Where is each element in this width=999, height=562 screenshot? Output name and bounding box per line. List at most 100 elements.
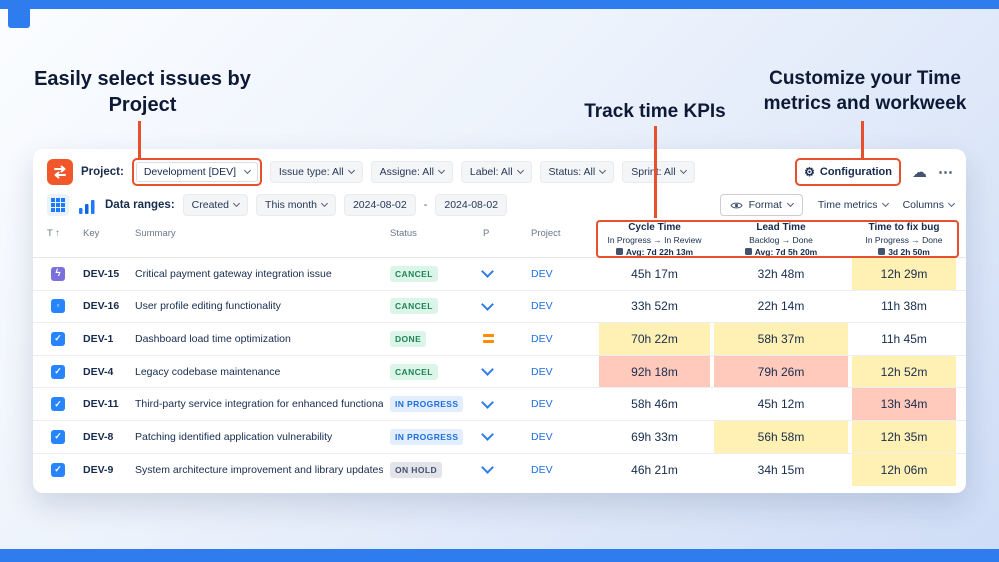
- chevron-down-icon: [599, 166, 607, 175]
- chart-view-icon[interactable]: [77, 195, 97, 215]
- lead-time-cell: 32h 48m: [712, 258, 850, 290]
- calendar-icon: [744, 248, 752, 255]
- filter-label: Label: All: [469, 166, 513, 178]
- gear-icon: ⚙: [804, 165, 815, 179]
- status-badge: IN PROGRESS: [390, 396, 464, 413]
- filter-assignee[interactable]: Assigne: All: [370, 161, 453, 183]
- top-accent-bar: [0, 0, 999, 9]
- table-row[interactable]: ϟ DEV-15 Critical payment gateway integr…: [33, 258, 966, 291]
- issue-summary[interactable]: Third-party service integration for enha…: [135, 398, 383, 411]
- calendar-icon: [878, 248, 886, 255]
- chevron-down-icon: [320, 199, 329, 208]
- cycle-time-cell: 46h 21m: [597, 453, 712, 487]
- issue-type-icon: ✓: [51, 397, 65, 412]
- issue-summary[interactable]: Legacy codebase maintenance: [135, 365, 281, 378]
- cloud-sync-icon[interactable]: ☁: [912, 163, 927, 181]
- date-to-field[interactable]: 2024-08-02: [435, 194, 508, 216]
- chevron-down-icon: [786, 199, 794, 208]
- period-dropdown[interactable]: This month: [256, 194, 336, 216]
- table-body: ϟ DEV-15 Critical payment gateway integr…: [33, 258, 966, 487]
- issue-summary[interactable]: User profile editing functionality: [135, 300, 281, 313]
- header-summary[interactable]: Summary: [135, 228, 176, 239]
- metric-subtitle: In Progress → In Review: [607, 234, 702, 245]
- header-lead-time[interactable]: Lead Time Backlog → Done Avg: 7d 5h 20m: [712, 221, 850, 257]
- more-menu-button[interactable]: ⋯: [938, 164, 954, 181]
- issue-key[interactable]: DEV-11: [83, 398, 119, 411]
- status-badge: CANCEL: [390, 265, 438, 282]
- status-badge: IN PROGRESS: [390, 428, 464, 445]
- table-row[interactable]: ▫ DEV-16 User profile editing functional…: [33, 290, 966, 324]
- lead-time-cell: 34h 15m: [712, 453, 850, 487]
- date-range-separator: -: [423, 199, 428, 211]
- issue-key[interactable]: DEV-1: [83, 332, 114, 345]
- header-type-sort[interactable]: T ↑: [47, 228, 61, 239]
- project-dropdown-highlight: Development [DEV]: [131, 158, 262, 186]
- annotation-line-right: [861, 121, 864, 158]
- project-link[interactable]: DEV: [531, 267, 553, 280]
- issue-summary[interactable]: Critical payment gateway integration iss…: [135, 267, 332, 280]
- time-to-fix-cell: 12h 52m: [850, 355, 958, 388]
- project-link[interactable]: DEV: [531, 463, 553, 476]
- project-link[interactable]: DEV: [531, 300, 553, 313]
- issue-key[interactable]: DEV-4: [83, 365, 114, 378]
- issue-key[interactable]: DEV-9: [83, 463, 114, 476]
- metric-headers-highlight: Cycle Time In Progress → In Review Avg: …: [596, 220, 959, 258]
- project-link[interactable]: DEV: [531, 398, 553, 411]
- header-key[interactable]: Key: [83, 228, 100, 239]
- issue-summary[interactable]: Patching identified application vulnerab…: [135, 430, 333, 443]
- date-from-field[interactable]: 2024-08-02: [343, 194, 416, 216]
- time-metrics-dropdown[interactable]: Time metrics: [818, 199, 889, 211]
- chevron-down-icon: [243, 166, 251, 175]
- issue-key[interactable]: DEV-8: [83, 430, 114, 443]
- annotation-track-kpis: Track time KPIs: [584, 101, 726, 122]
- calendar-icon: [615, 248, 623, 255]
- project-link[interactable]: DEV: [531, 332, 553, 345]
- issue-summary[interactable]: Dashboard load time optimization: [135, 332, 291, 345]
- filter-sprint[interactable]: Sprint: All: [622, 161, 695, 183]
- project-dropdown[interactable]: Development [DEV]: [135, 162, 258, 182]
- grid-view-icon[interactable]: [47, 194, 69, 216]
- cycle-time-cell: 58h 46m: [597, 388, 712, 420]
- lead-time-cell: 56h 58m: [712, 420, 850, 453]
- issue-key[interactable]: DEV-15: [83, 267, 120, 280]
- table-row[interactable]: ✓ DEV-11 Third-party service integration…: [33, 388, 966, 421]
- metric-avg: Avg: 7d 5h 20m: [754, 246, 818, 257]
- table-row[interactable]: ✓ DEV-1 Dashboard load time optimization…: [33, 323, 966, 356]
- annotation-select-issues: Easily select issues by Project: [34, 68, 251, 117]
- header-priority[interactable]: P: [483, 228, 490, 239]
- table-row[interactable]: ✓ DEV-8 Patching identified application …: [33, 420, 966, 454]
- header-project[interactable]: Project: [531, 228, 561, 239]
- filter-status[interactable]: Status: All: [539, 161, 615, 183]
- metric-avg: Avg: 7d 22h 13m: [625, 246, 694, 257]
- header-time-to-fix-bug[interactable]: Time to fix bug In Progress → Done 3d 2h…: [850, 221, 958, 257]
- filter-issue-type[interactable]: Issue type: All: [269, 161, 363, 183]
- filter-label: Sprint: All: [631, 166, 676, 178]
- table-row[interactable]: ✓ DEV-9 System architecture improvement …: [33, 453, 966, 487]
- priority-icon: [481, 428, 494, 442]
- table-row[interactable]: ✓ DEV-4 Legacy codebase maintenance CANC…: [33, 355, 966, 389]
- created-dropdown[interactable]: Created: [182, 194, 249, 216]
- annotation-customize: Customize your Time metrics and workweek: [763, 68, 967, 115]
- corner-logo: [8, 6, 30, 28]
- issue-key[interactable]: DEV-16: [83, 300, 120, 313]
- table-header: T ↑ Key Summary Status P Project Cycle T…: [33, 220, 966, 258]
- header-status[interactable]: Status: [390, 228, 417, 239]
- columns-dropdown[interactable]: Columns: [903, 199, 956, 211]
- status-badge: CANCEL: [390, 298, 438, 315]
- issue-type-icon: ✓: [51, 331, 65, 346]
- project-link[interactable]: DEV: [531, 365, 553, 378]
- data-ranges-label: Data ranges:: [105, 199, 175, 211]
- priority-icon: [481, 298, 494, 311]
- format-dropdown[interactable]: Format: [719, 194, 803, 216]
- status-badge: ON HOLD: [390, 461, 442, 478]
- issue-summary[interactable]: System architecture improvement and libr…: [135, 463, 383, 476]
- configuration-button[interactable]: ⚙ Configuration: [799, 162, 897, 182]
- chevron-down-icon: [881, 199, 889, 208]
- priority-icon: [481, 265, 494, 279]
- project-link[interactable]: DEV: [531, 430, 553, 443]
- metric-title: Lead Time: [756, 221, 806, 233]
- issue-type-icon: ✓: [51, 462, 65, 477]
- filter-label[interactable]: Label: All: [460, 161, 532, 183]
- header-cycle-time[interactable]: Cycle Time In Progress → In Review Avg: …: [597, 221, 712, 257]
